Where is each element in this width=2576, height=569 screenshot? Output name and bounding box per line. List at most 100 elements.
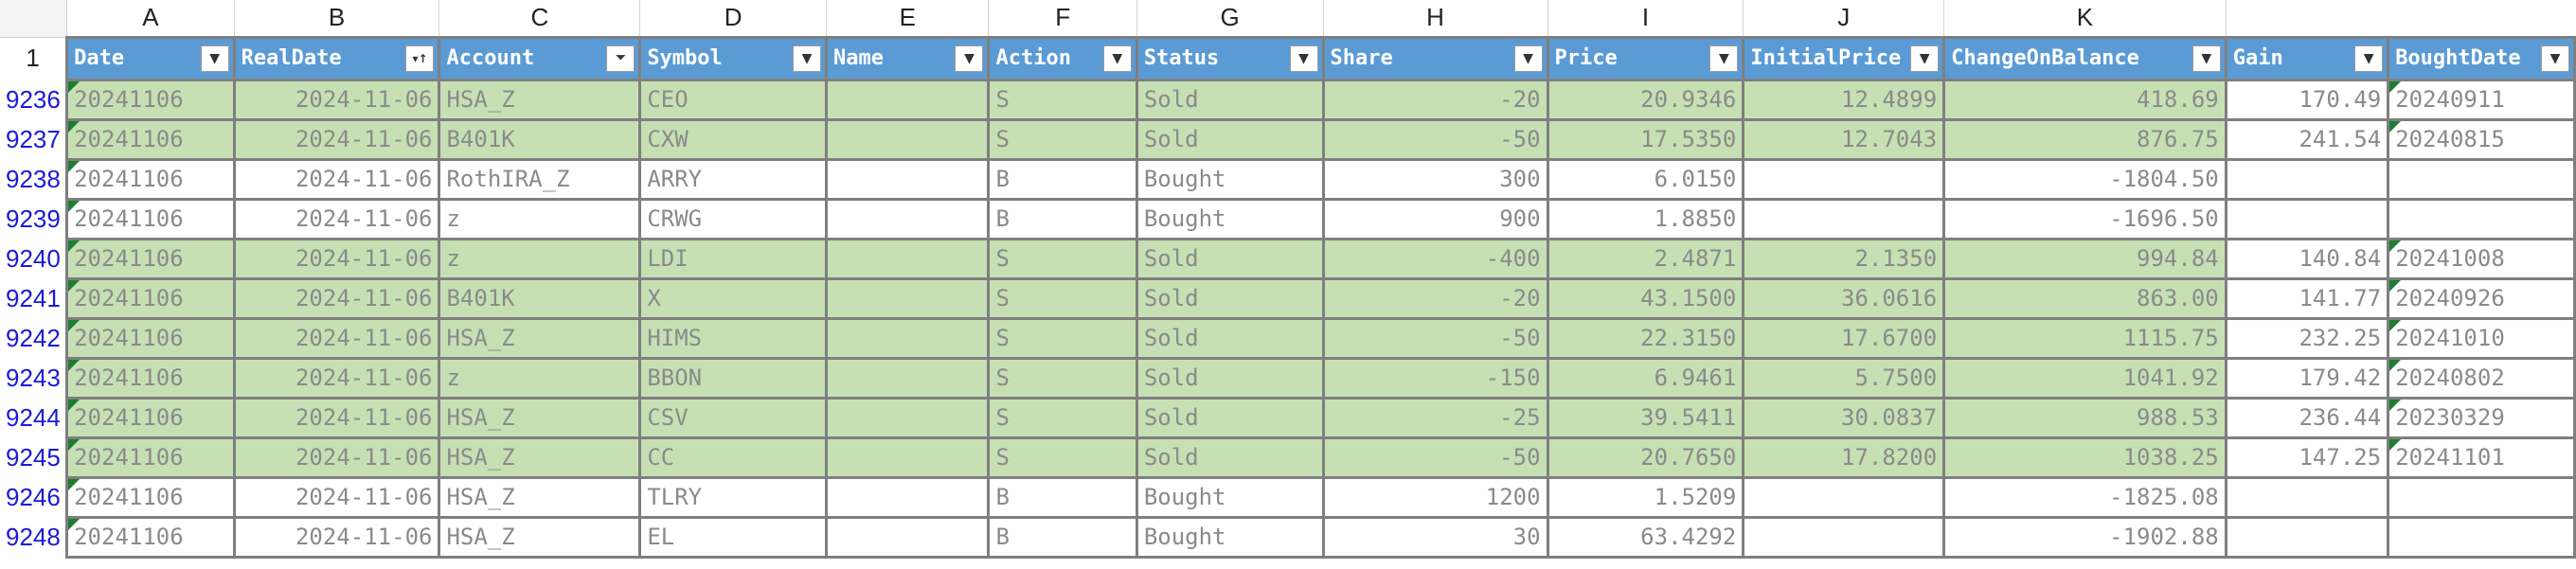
header-realdate[interactable]: RealDate ▾↑ xyxy=(232,35,441,81)
cell-changeonbalance[interactable]: 863.00 xyxy=(1942,276,2227,320)
dropdown-arrow-icon[interactable]: ▼ xyxy=(793,44,821,72)
cell-share[interactable]: 30 xyxy=(1321,515,1549,559)
row-number[interactable]: 9239 xyxy=(0,199,69,239)
row-number[interactable]: 9238 xyxy=(0,159,69,199)
cell-share[interactable]: -50 xyxy=(1321,117,1549,161)
cell-gain[interactable]: 140.84 xyxy=(2224,237,2390,280)
cell-action[interactable]: S xyxy=(987,276,1138,320)
cell-changeonbalance[interactable]: 994.84 xyxy=(1942,237,2227,280)
cell-action[interactable]: B xyxy=(987,515,1138,559)
cell-name[interactable] xyxy=(824,396,991,439)
cell-gain[interactable]: 179.42 xyxy=(2224,356,2390,400)
cell-gain[interactable]: 232.25 xyxy=(2224,316,2390,360)
header-symbol[interactable]: Symbol ▼ xyxy=(638,35,828,81)
cell-action[interactable]: S xyxy=(987,436,1138,479)
dropdown-arrow-icon[interactable]: ▼ xyxy=(1910,44,1940,72)
cell-date[interactable]: 20241106 xyxy=(65,117,236,161)
cell-name[interactable] xyxy=(824,316,991,360)
cell-initialprice[interactable]: 30.0837 xyxy=(1742,396,1946,439)
header-changeonbalance[interactable]: ChangeOnBalance ▼ xyxy=(1942,35,2227,81)
cell-account[interactable]: B401K xyxy=(438,276,642,320)
cell-name[interactable] xyxy=(824,197,991,240)
cell-realdate[interactable]: 2024-11-06 xyxy=(232,475,441,519)
cell-status[interactable]: Sold xyxy=(1135,436,1325,479)
column-letter-h[interactable]: H xyxy=(1323,0,1548,38)
cell-action[interactable]: B xyxy=(987,157,1138,201)
cell-price[interactable]: 43.1500 xyxy=(1546,276,1745,320)
cell-name[interactable] xyxy=(824,276,991,320)
cell-account[interactable]: HSA_Z xyxy=(438,78,642,121)
cell-share[interactable]: 900 xyxy=(1321,197,1549,240)
header-account[interactable]: Account ⏷ xyxy=(438,35,642,81)
row-number[interactable]: 9237 xyxy=(0,119,69,159)
sort-filter-icon[interactable]: ▾↑ xyxy=(405,44,435,72)
cell-account[interactable]: z xyxy=(438,356,642,400)
cell-changeonbalance[interactable]: -1696.50 xyxy=(1942,197,2227,240)
cell-gain[interactable] xyxy=(2224,515,2390,559)
cell-date[interactable]: 20241106 xyxy=(65,475,236,519)
row-number[interactable]: 9243 xyxy=(0,358,69,398)
cell-initialprice[interactable]: 12.4899 xyxy=(1742,78,1946,121)
cell-boughtdate[interactable]: 20240802 xyxy=(2387,356,2576,400)
cell-initialprice[interactable]: 2.1350 xyxy=(1742,237,1946,280)
select-all-corner[interactable] xyxy=(0,0,68,38)
cell-realdate[interactable]: 2024-11-06 xyxy=(232,276,441,320)
dropdown-arrow-icon[interactable]: ▼ xyxy=(200,44,229,72)
row-number[interactable]: 9248 xyxy=(0,517,69,557)
cell-action[interactable]: B xyxy=(987,475,1138,519)
cell-price[interactable]: 17.5350 xyxy=(1546,117,1745,161)
cell-price[interactable]: 39.5411 xyxy=(1546,396,1745,439)
cell-gain[interactable] xyxy=(2224,197,2390,240)
column-letter-c[interactable]: C xyxy=(438,0,641,38)
column-letter-k[interactable]: K xyxy=(1943,0,2227,38)
cell-realdate[interactable]: 2024-11-06 xyxy=(232,436,441,479)
row-number[interactable]: 9244 xyxy=(0,398,69,437)
cell-gain[interactable]: 241.54 xyxy=(2224,117,2390,161)
cell-changeonbalance[interactable]: 1038.25 xyxy=(1942,436,2227,479)
cell-account[interactable]: z xyxy=(438,197,642,240)
row-number[interactable]: 9241 xyxy=(0,278,69,318)
cell-realdate[interactable]: 2024-11-06 xyxy=(232,78,441,121)
cell-changeonbalance[interactable]: -1804.50 xyxy=(1942,157,2227,201)
cell-name[interactable] xyxy=(824,436,991,479)
column-letter-d[interactable]: D xyxy=(639,0,827,38)
cell-name[interactable] xyxy=(824,117,991,161)
cell-price[interactable]: 20.9346 xyxy=(1546,78,1745,121)
cell-price[interactable]: 6.0150 xyxy=(1546,157,1745,201)
cell-symbol[interactable]: CC xyxy=(638,436,828,479)
row-number[interactable]: 1 xyxy=(0,37,69,80)
cell-initialprice[interactable] xyxy=(1742,157,1946,201)
cell-gain[interactable]: 170.49 xyxy=(2224,78,2390,121)
header-share[interactable]: Share ▼ xyxy=(1321,35,1549,81)
column-letter-e[interactable]: E xyxy=(826,0,990,38)
cell-date[interactable]: 20241106 xyxy=(65,396,236,439)
column-letter-i[interactable]: I xyxy=(1547,0,1744,38)
cell-share[interactable]: -50 xyxy=(1321,436,1549,479)
cell-symbol[interactable]: HIMS xyxy=(638,316,828,360)
cell-status[interactable]: Sold xyxy=(1135,237,1325,280)
dropdown-arrow-icon[interactable]: ▼ xyxy=(955,44,984,72)
cell-status[interactable]: Sold xyxy=(1135,78,1325,121)
cell-changeonbalance[interactable]: 988.53 xyxy=(1942,396,2227,439)
cell-share[interactable]: -25 xyxy=(1321,396,1549,439)
cell-changeonbalance[interactable]: -1902.88 xyxy=(1942,515,2227,559)
cell-boughtdate[interactable] xyxy=(2387,515,2576,559)
cell-price[interactable]: 1.8850 xyxy=(1546,197,1745,240)
cell-date[interactable]: 20241106 xyxy=(65,197,236,240)
cell-gain[interactable] xyxy=(2224,157,2390,201)
dropdown-arrow-icon[interactable]: ▼ xyxy=(1709,44,1739,72)
row-number[interactable]: 9242 xyxy=(0,318,69,358)
cell-changeonbalance[interactable]: 1115.75 xyxy=(1942,316,2227,360)
cell-symbol[interactable]: LDI xyxy=(638,237,828,280)
cell-realdate[interactable]: 2024-11-06 xyxy=(232,515,441,559)
cell-changeonbalance[interactable]: 876.75 xyxy=(1942,117,2227,161)
cell-status[interactable]: Bought xyxy=(1135,157,1325,201)
cell-initialprice[interactable]: 12.7043 xyxy=(1742,117,1946,161)
cell-account[interactable]: HSA_Z xyxy=(438,475,642,519)
cell-name[interactable] xyxy=(824,157,991,201)
cell-action[interactable]: B xyxy=(987,197,1138,240)
cell-status[interactable]: Bought xyxy=(1135,197,1325,240)
cell-action[interactable]: S xyxy=(987,78,1138,121)
cell-share[interactable]: -50 xyxy=(1321,316,1549,360)
cell-boughtdate[interactable] xyxy=(2387,157,2576,201)
